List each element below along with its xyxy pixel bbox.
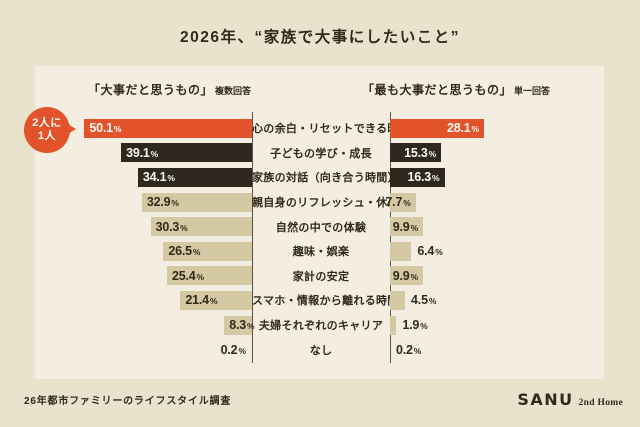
brand-logo: SANU 2nd Home [517,390,623,409]
right-bar: 28.1% [390,118,485,138]
chart-row: 50.1% 心の余白・リセットできる時間 28.1% [35,116,604,141]
right-value: 9.9% [392,268,419,283]
left-bar-cell: 30.3% [35,217,252,237]
left-bar: 25.4% [167,266,252,286]
left-value: 8.3% [229,318,255,333]
right-value-outside: 6.4% [417,244,443,259]
right-series-header: 「最も大事だと思うもの」 単一回答 [362,81,550,99]
left-value: 26.5% [168,244,201,259]
left-bar-cell: 34.1% [35,167,252,187]
left-value: 25.4% [172,268,205,283]
left-bar: 26.5% [163,241,252,261]
right-value: 7.7% [385,195,411,210]
right-series-title: 「最も大事だと思うもの」 [361,83,512,97]
chart-row: 30.3% 自然の中での体験 9.9% [35,214,604,239]
category-label: 趣味・娯楽 [292,246,350,259]
right-bar: 16.3% [390,167,445,187]
category-label: 子どもの学び・成長 [270,147,372,160]
right-bar-cell: 15.3% [390,143,604,163]
divider-line-right [390,112,391,363]
left-value: 34.1% [142,170,175,185]
left-bar: 8.3% [224,315,255,335]
right-value-outside: 0.2% [396,342,422,357]
left-bar-cell: 8.3% [35,315,255,335]
left-bar-cell: 50.1% [35,118,252,138]
left-bar-cell: 32.9% [35,192,252,212]
left-bar-cell: 21.4% [35,290,252,310]
category-label: 自然の中での体験 [275,221,367,234]
right-bar: 9.9% [390,217,424,237]
brand-logo-main: SANU [517,390,574,409]
right-value: 28.1% [446,121,480,136]
left-series-title: 「大事だと思うもの」 [88,83,214,97]
left-bar-cell: 39.1% [35,143,252,163]
left-series-header: 「大事だと思うもの」 複数回答 [88,81,251,99]
left-bar-cell: 0.2% [35,340,252,359]
right-bar-cell: 9.9% [390,217,604,237]
right-bar [390,241,412,261]
divider-line-left [252,112,253,363]
chart-row: 32.9% 親自身のリフレッシュ・休息 7.7% [35,190,604,215]
right-bar: 15.3% [390,143,442,163]
category-label: 家計の安定 [292,270,350,283]
category-label: スマホ・情報から離れる時間 [252,295,399,308]
left-value: 50.1% [89,121,122,136]
right-bar [390,290,406,310]
category-label: 夫婦それぞれのキャリア [258,320,384,333]
right-value: 15.3% [404,145,437,160]
badge-line2: 1人 [37,130,57,142]
right-series-note: 単一回答 [513,86,550,96]
survey-note: 26年都市ファミリーのライフスタイル調査 [24,396,232,407]
highlight-badge: 2人に 1人 [24,107,76,153]
badge-pointer-icon [66,123,76,135]
left-bar: 34.1% [137,167,252,187]
category-label: 親自身のリフレッシュ・休息 [252,197,399,210]
right-bar: 9.9% [390,266,424,286]
chart-panel: 「大事だと思うもの」 複数回答 「最も大事だと思うもの」 単一回答 50.1% 心の… [35,66,604,379]
right-value: 9.9% [392,219,419,234]
chart-row: 21.4% スマホ・情報から離れる時間 4.5% [35,288,604,313]
chart-row: 25.4% 家計の安定 9.9% [35,264,604,289]
left-bar: 50.1% [84,118,252,138]
right-value-outside: 4.5% [411,293,437,308]
left-series-note: 複数回答 [215,86,252,96]
right-value-outside: 1.9% [402,318,428,333]
right-bar-cell: 4.5% [390,290,604,310]
right-bar-cell: 1.9% [390,315,604,335]
left-value: 32.9% [146,195,179,210]
right-value: 16.3% [407,170,440,185]
left-bar: 30.3% [150,217,252,237]
category-label: 家族の対話（向き合う時間） [252,172,399,185]
left-value: 39.1% [126,145,159,160]
right-bar-cell: 7.7% [385,192,604,212]
left-value-outside: 0.2% [220,342,246,357]
chart-rows: 50.1% 心の余白・リセットできる時間 28.1% 39.1% 子どもの学び・… [35,116,604,362]
category-label: 心の余白・リセットできる時間 [252,123,410,136]
left-bar: 32.9% [141,192,252,212]
category-label: なし [309,344,333,357]
left-bar: 39.1% [121,143,252,163]
chart-row: 8.3% 夫婦それぞれのキャリア 1.9% [35,313,604,338]
chart-row: 34.1% 家族の対話（向き合う時間） 16.3% [35,165,604,190]
left-bar-cell: 25.4% [35,266,252,286]
right-bar [390,315,397,335]
brand-logo-sub: 2nd Home [578,398,623,408]
right-bar-cell: 0.2% [390,340,604,359]
left-value: 21.4% [185,293,218,308]
right-bar: 7.7% [385,192,416,212]
badge-line1: 2人に [32,116,62,129]
left-value: 30.3% [155,219,188,234]
chart-row: 39.1% 子どもの学び・成長 15.3% [35,141,604,166]
chart-row: 0.2% なし 0.2% [35,337,604,362]
right-bar-cell: 16.3% [390,167,604,187]
left-bar-cell: 26.5% [35,241,252,261]
left-bar: 21.4% [180,290,252,310]
right-bar-cell: 6.4% [390,241,604,261]
chart-row: 26.5% 趣味・娯楽 6.4% [35,239,604,264]
right-bar-cell: 9.9% [390,266,604,286]
right-bar-cell: 28.1% [390,118,604,138]
page-title: 2026年、“家族で大事にしたいこと” [180,29,460,46]
